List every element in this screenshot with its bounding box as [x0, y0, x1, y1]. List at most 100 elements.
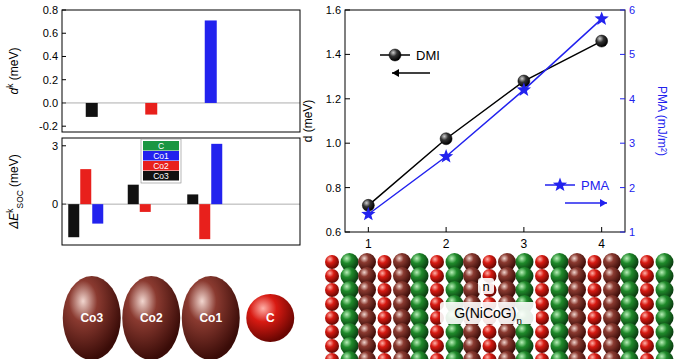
bar — [80, 169, 91, 204]
tick-label: 4 — [598, 237, 605, 251]
atom — [341, 351, 359, 359]
bars — [68, 144, 222, 239]
tick — [62, 56, 66, 57]
atom — [535, 297, 549, 311]
atom — [378, 269, 392, 283]
marker — [595, 11, 609, 25]
atom — [535, 353, 549, 359]
tick — [62, 79, 66, 80]
legend-label: DMI — [416, 48, 440, 63]
atom — [430, 353, 444, 359]
annotation: n — [482, 279, 489, 294]
marker — [440, 133, 452, 145]
tick — [345, 143, 350, 144]
atom — [378, 311, 392, 325]
axis-title: dk (meV) — [5, 48, 21, 95]
legend-swatch — [143, 161, 179, 171]
atom — [640, 297, 654, 311]
legend-label: PMA — [581, 178, 610, 193]
atom — [535, 269, 549, 283]
atom — [430, 325, 444, 339]
atom — [446, 351, 464, 359]
frame — [345, 10, 625, 232]
tick-label: 6 — [629, 4, 635, 16]
atom — [325, 255, 339, 269]
tick-label: 3 — [629, 137, 635, 149]
atom — [498, 351, 516, 359]
legend-arrow-head — [392, 69, 399, 77]
atom — [483, 255, 497, 269]
tick — [620, 10, 625, 11]
axis-title: ΔEkSOC (meV) — [5, 154, 25, 229]
atom — [640, 311, 654, 325]
marker — [553, 178, 567, 192]
tick-label: 0.0 — [43, 97, 58, 109]
legend-label: C — [158, 141, 164, 151]
atom — [535, 255, 549, 269]
atom — [182, 276, 240, 359]
tick-label: 1 — [629, 226, 635, 238]
tick-label: 3 — [521, 237, 528, 251]
atom — [588, 297, 602, 311]
tick-label: 1.0 — [326, 137, 341, 149]
line — [368, 19, 601, 214]
legend-box — [141, 139, 181, 183]
tick-label: 1.4 — [326, 48, 341, 60]
legend-swatch — [143, 141, 179, 151]
legend-arrow-head — [600, 199, 607, 207]
bar — [211, 144, 222, 204]
tick — [620, 187, 625, 188]
atom — [430, 339, 444, 353]
atom — [325, 269, 339, 283]
axis-title-part: ΔE — [7, 212, 21, 230]
bar — [92, 204, 103, 223]
atom — [411, 351, 429, 359]
atom — [378, 283, 392, 297]
tick — [345, 187, 350, 188]
tick — [601, 227, 602, 232]
category-spheres: Co3Co2Co1C — [63, 276, 295, 359]
atom — [640, 283, 654, 297]
tick — [345, 54, 350, 55]
label-patch — [594, 235, 610, 251]
atom — [640, 339, 654, 353]
atom — [568, 351, 586, 359]
annotation-part: n — [516, 315, 521, 326]
tick-label: 0 — [52, 198, 58, 210]
legend-swatch — [143, 171, 179, 181]
tick — [62, 126, 66, 127]
atom — [483, 325, 497, 339]
atom — [325, 353, 339, 359]
legend-swatch — [143, 151, 179, 161]
tick — [345, 232, 350, 233]
tick-label: 2 — [443, 237, 450, 251]
legend-label: Co2 — [153, 161, 169, 171]
tick — [368, 227, 369, 232]
atom — [588, 353, 602, 359]
tick-label: 0.6 — [43, 27, 58, 39]
atom — [378, 325, 392, 339]
atom — [63, 276, 121, 359]
panel: 03ΔEkSOC (meV) — [5, 140, 300, 230]
atom — [325, 297, 339, 311]
label-patch — [360, 235, 376, 251]
bar — [128, 185, 139, 204]
tick — [620, 143, 625, 144]
atom — [483, 353, 497, 359]
atom — [603, 351, 621, 359]
marker — [361, 207, 375, 221]
bars — [86, 20, 217, 116]
tick-label: 0.6 — [326, 226, 341, 238]
tick — [523, 227, 524, 232]
atom — [325, 283, 339, 297]
frame — [62, 10, 300, 132]
atom — [358, 351, 376, 359]
tick — [345, 10, 350, 11]
tick-label: Co2 — [140, 311, 163, 325]
figure: -0.20.00.20.40.60.8dk (meV)03ΔEkSOC (meV… — [0, 0, 678, 359]
panel: -0.20.00.20.40.60.8dk (meV) — [5, 4, 300, 132]
atom — [535, 339, 549, 353]
atom — [588, 325, 602, 339]
atom — [588, 311, 602, 325]
atom — [430, 269, 444, 283]
